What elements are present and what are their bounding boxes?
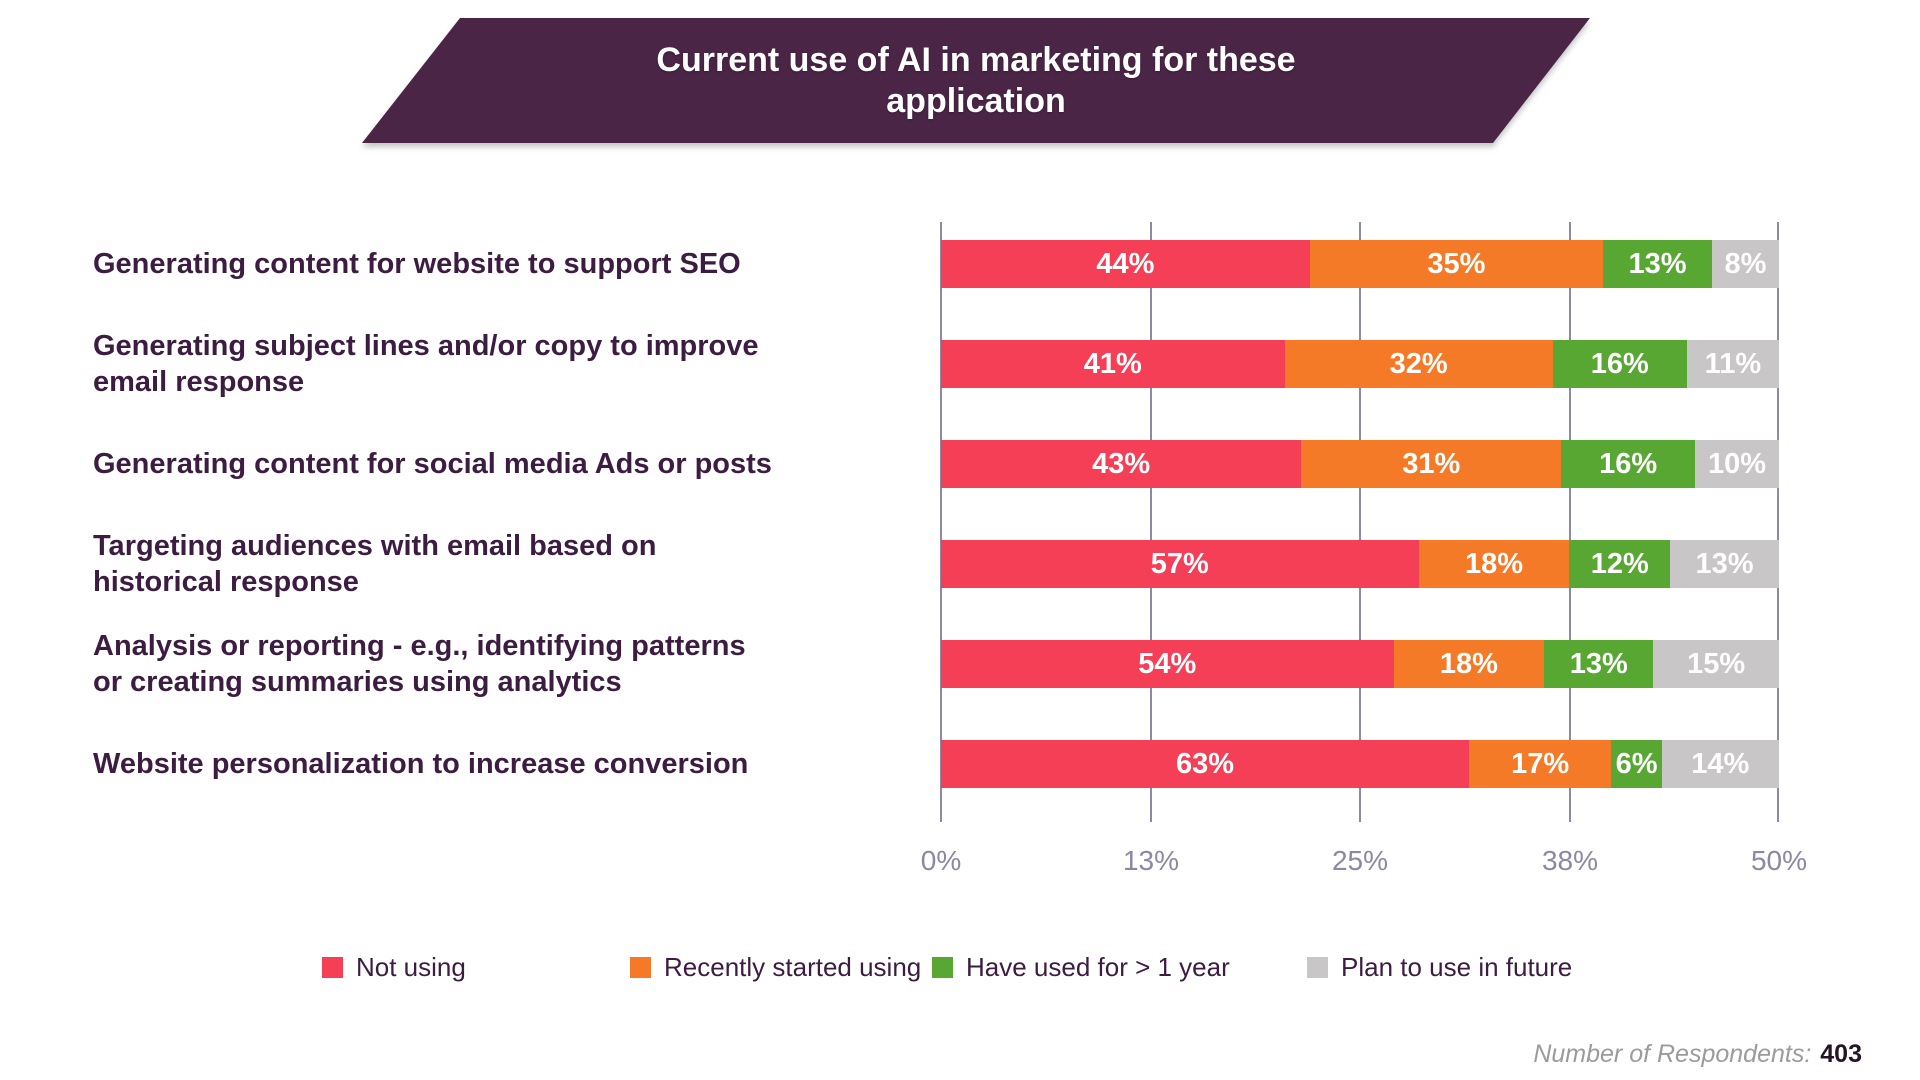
legend-swatch (932, 956, 953, 978)
segment-value-label: 13% (1569, 647, 1628, 680)
segment-value-label: 57% (1150, 547, 1209, 580)
category-labels-column: Generating content for website to suppor… (93, 222, 908, 822)
gridline (1150, 222, 1152, 822)
bar-segment: 32% (1284, 340, 1553, 388)
gridline (940, 222, 942, 822)
bar-segment: 35% (1309, 240, 1604, 288)
bar-segment: 13% (1544, 640, 1654, 688)
bar-row: 41% 32% 16% 11% (941, 340, 1779, 388)
legend-swatch (1307, 956, 1328, 978)
segment-value-label: 16% (1599, 447, 1658, 480)
segment-value-label: 10% (1708, 447, 1767, 480)
respondents-label: Number of Respondents: (1533, 1040, 1812, 1068)
segment-value-label: 54% (1138, 647, 1197, 680)
bar-segment: 13% (1670, 540, 1779, 588)
bar-segment: 16% (1561, 440, 1696, 488)
segment-value-label: 35% (1427, 247, 1486, 280)
category-label: Generating subject lines and/or copy to … (93, 330, 759, 398)
category-label: Generating content for social media Ads … (93, 448, 772, 480)
bar-segment: 15% (1653, 640, 1779, 688)
x-axis-tick-label: 0% (920, 845, 962, 876)
legend: Not using Recently started using Have used… (0, 952, 1920, 996)
legend-swatch (630, 956, 651, 978)
title-banner-shape: Current use of AI in marketing for these… (362, 18, 1590, 143)
bar-segment: 10% (1695, 440, 1779, 488)
segment-value-label: 12% (1590, 547, 1649, 580)
segment-value-label: 13% (1628, 247, 1687, 280)
bar-row: 57% 18% 12% 13% (941, 540, 1779, 588)
bar-segment: 41% (941, 340, 1285, 388)
bar-segment: 13% (1603, 240, 1712, 288)
legend-item: Plan to use in future (1307, 952, 1572, 982)
legend-item: Not using (322, 952, 466, 982)
bar-segment: 11% (1686, 340, 1779, 388)
bar-segment: 18% (1393, 640, 1545, 688)
bar-row: 54% 18% 13% 15% (941, 640, 1779, 688)
bar-segment: 18% (1418, 540, 1570, 588)
chart-title-line-2: application (886, 81, 1066, 120)
plot-area: 44% 35% 13% 8% 41% 32% 16% 11% 43% 31% 16% 10% 57% 18… (940, 222, 1779, 822)
bar-segment: 12% (1569, 540, 1671, 588)
gridline (1569, 222, 1571, 822)
segment-value-label: 14% (1691, 747, 1750, 780)
bar-segment: 57% (941, 540, 1419, 588)
legend-item: Have used for > 1 year (932, 952, 1230, 982)
bar-row: 63% 17% 6% 14% (941, 740, 1779, 788)
segment-value-label: 8% (1724, 247, 1767, 280)
title-banner: Current use of AI in marketing for these… (362, 18, 1590, 143)
segment-value-label: 63% (1175, 747, 1234, 780)
segment-value-label: 41% (1083, 347, 1142, 380)
x-axis-tick-label: 50% (1750, 845, 1808, 876)
segment-value-label: 15% (1687, 647, 1746, 680)
category-label: Generating content for website to suppor… (93, 248, 741, 280)
bar-segment: 31% (1301, 440, 1562, 488)
segment-value-label: 18% (1465, 547, 1524, 580)
bar-segment: 54% (941, 640, 1394, 688)
legend-swatch (322, 956, 343, 978)
segment-value-label: 11% (1704, 347, 1762, 380)
bar-segment: 6% (1611, 740, 1662, 788)
legend-label: Recently started using (664, 952, 922, 982)
bar-segment: 17% (1468, 740, 1612, 788)
segment-value-label: 44% (1096, 247, 1155, 280)
bar-segment: 44% (941, 240, 1310, 288)
bar-segment: 43% (941, 440, 1302, 488)
segment-value-label: 16% (1590, 347, 1649, 380)
chart-title-line-1: Current use of AI in marketing for these (656, 40, 1296, 79)
segment-value-label: 31% (1402, 447, 1461, 480)
legend-label: Not using (356, 952, 466, 982)
category-label: Targeting audiences with email based on … (93, 530, 657, 598)
segment-value-label: 13% (1695, 547, 1754, 580)
segment-value-label: 18% (1439, 647, 1498, 680)
x-axis-tick-label: 25% (1331, 845, 1389, 876)
legend-label: Have used for > 1 year (966, 952, 1230, 982)
bar-segment: 63% (941, 740, 1469, 788)
x-axis-tick-label: 38% (1541, 845, 1599, 876)
bar-row: 43% 31% 16% 10% (941, 440, 1779, 488)
bar-segment: 14% (1661, 740, 1779, 788)
gridline (1359, 222, 1361, 822)
segment-value-label: 17% (1511, 747, 1570, 780)
bar-row: 44% 35% 13% 8% (941, 240, 1779, 288)
gridline (1777, 222, 1779, 822)
respondents-note: Number of Respondents: 403 (1533, 1040, 1862, 1069)
segment-value-label: 32% (1389, 347, 1448, 380)
category-label: Website personalization to increase conv… (93, 748, 749, 780)
segment-value-label: 6% (1615, 747, 1658, 780)
legend-label: Plan to use in future (1341, 952, 1573, 982)
category-label: Analysis or reporting - e.g., identifyin… (93, 630, 746, 698)
x-axis-tick-label: 13% (1122, 845, 1180, 876)
x-axis: 0% 13% 25% 38% 50% (921, 845, 1807, 881)
bar-segment: 8% (1711, 240, 1779, 288)
segment-value-label: 43% (1092, 447, 1151, 480)
bar-segment: 16% (1552, 340, 1687, 388)
respondents-value: 403 (1820, 1040, 1862, 1068)
legend-item: Recently started using (630, 952, 921, 982)
